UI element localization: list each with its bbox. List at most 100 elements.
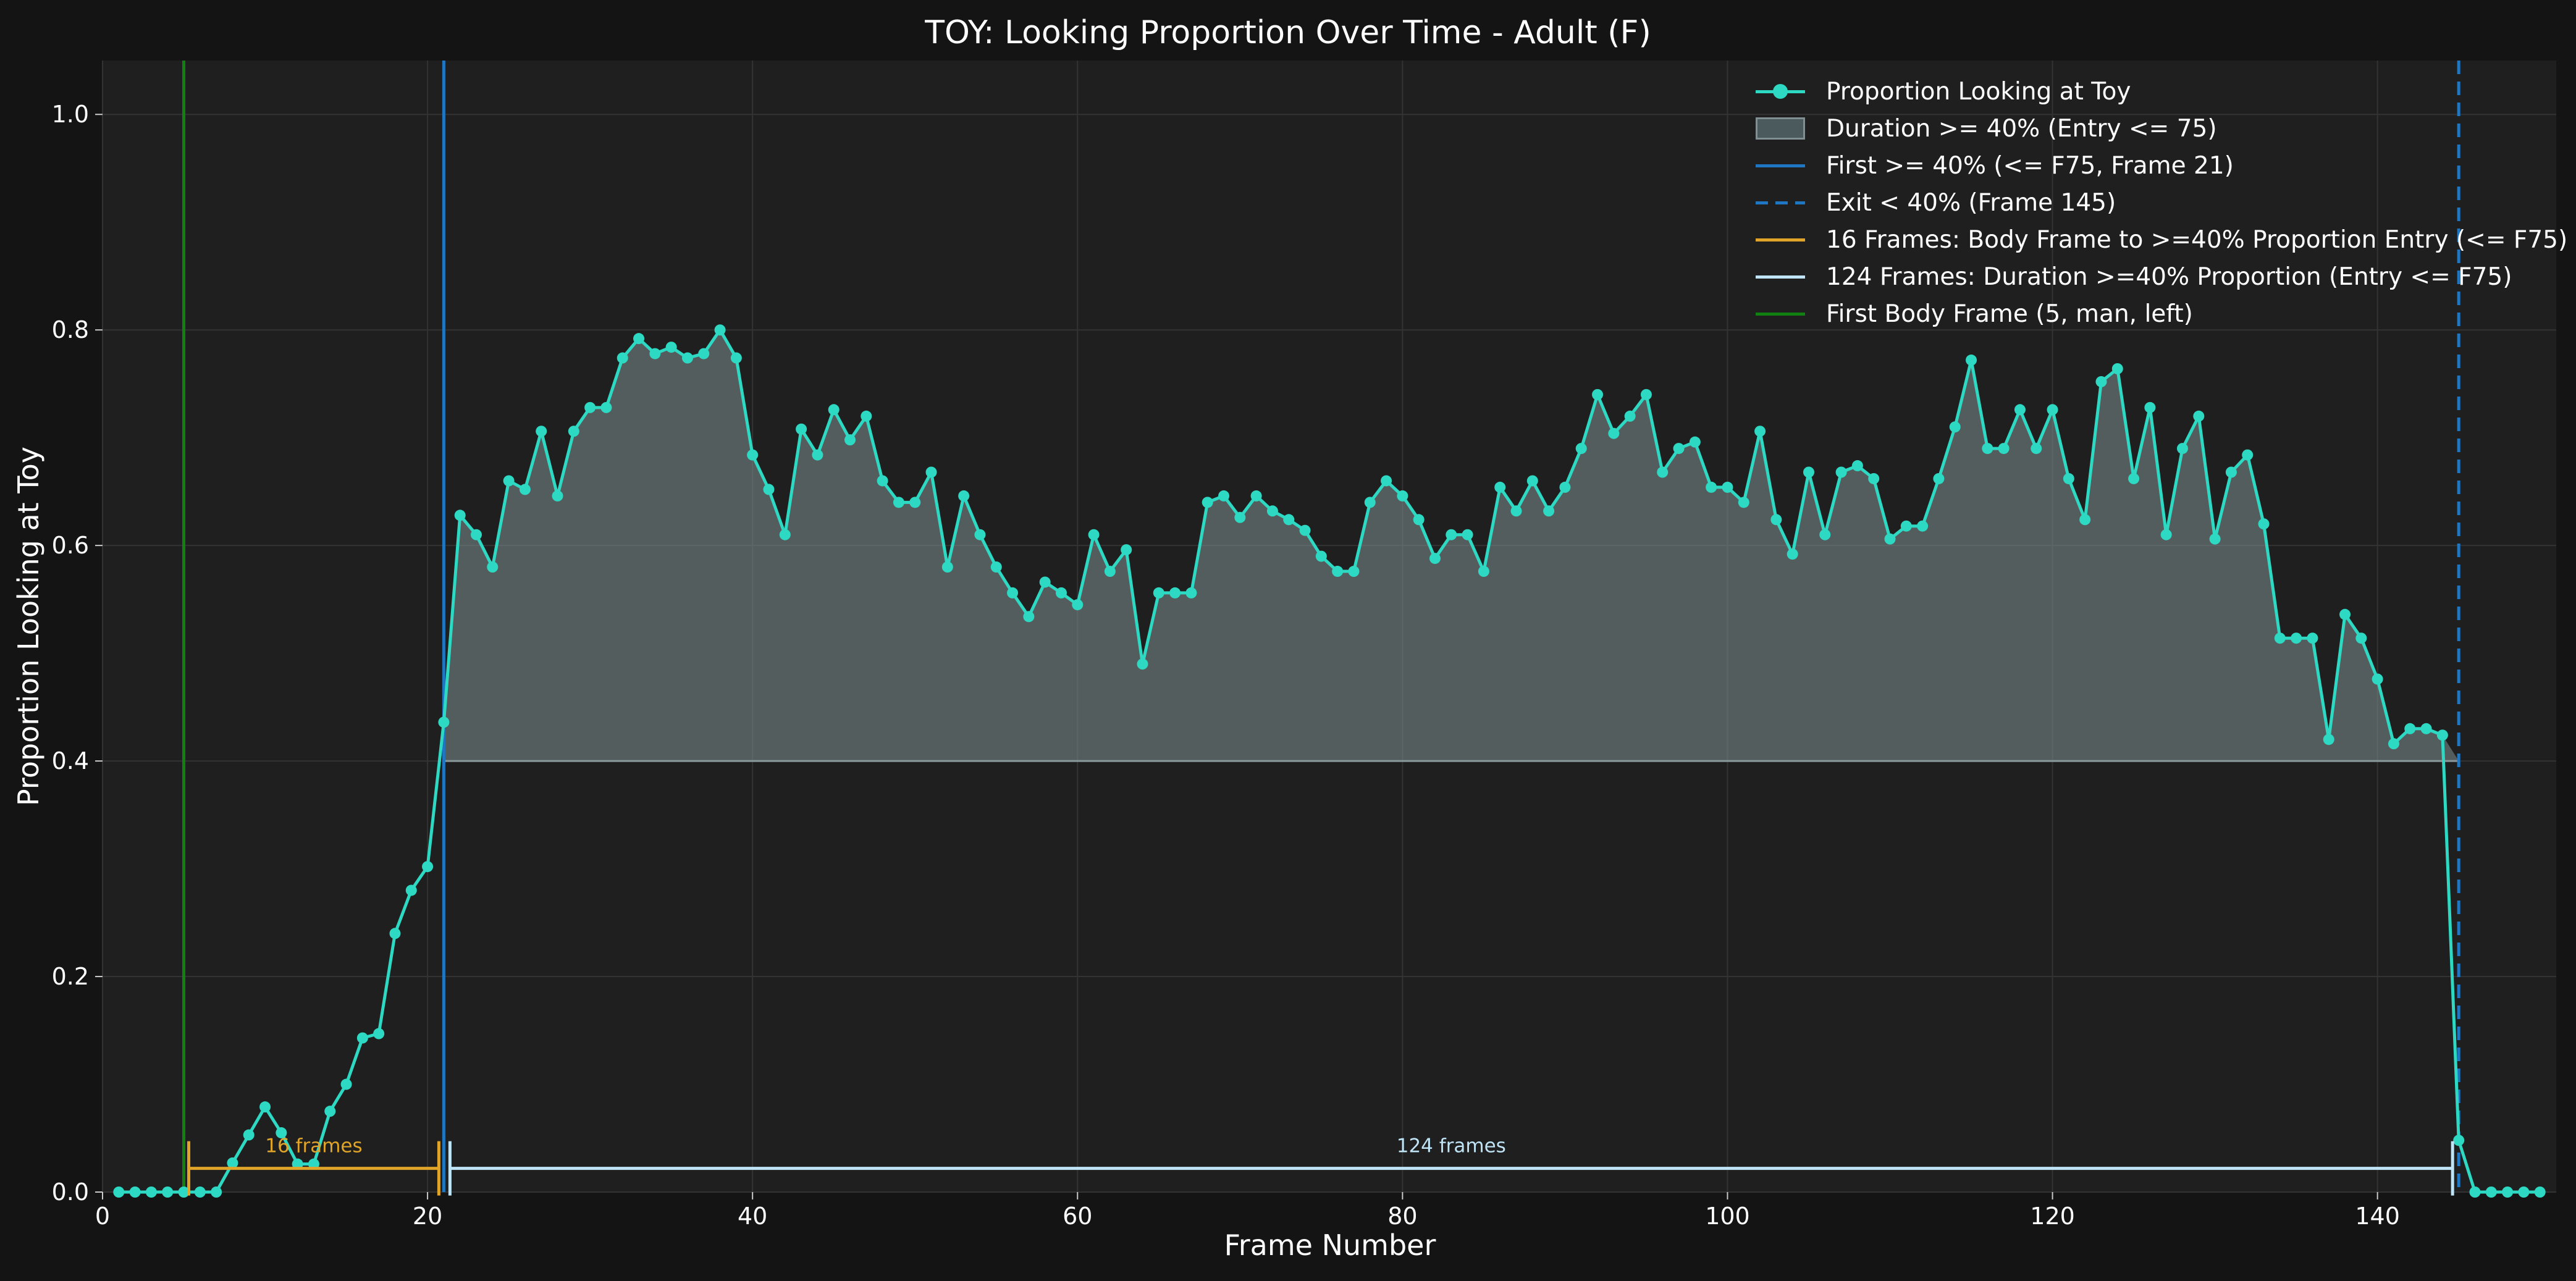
data-point bbox=[1592, 388, 1604, 400]
data-point bbox=[2388, 738, 2399, 750]
legend-item: 124 Frames: Duration >=40% Proportion (E… bbox=[1754, 258, 2551, 295]
data-point bbox=[1348, 566, 1360, 578]
y-tick-label: 0.8 bbox=[52, 316, 89, 343]
data-point bbox=[1104, 566, 1116, 578]
data-point bbox=[1137, 658, 1148, 670]
legend-swatch bbox=[1754, 190, 1806, 215]
data-point bbox=[2047, 404, 2058, 416]
data-point bbox=[2274, 632, 2286, 644]
data-point bbox=[1023, 611, 1035, 623]
data-point bbox=[2420, 723, 2432, 734]
data-point bbox=[145, 1186, 157, 1198]
legend-label: Proportion Looking at Toy bbox=[1826, 77, 2131, 106]
data-point bbox=[1754, 426, 1766, 437]
data-point bbox=[1851, 460, 1863, 472]
data-point bbox=[276, 1127, 287, 1139]
data-point bbox=[1559, 481, 1571, 493]
data-point bbox=[1933, 472, 1945, 484]
legend-swatch bbox=[1754, 227, 1806, 252]
data-point bbox=[1039, 576, 1051, 588]
data-point bbox=[1088, 529, 1100, 540]
data-point bbox=[958, 490, 970, 502]
x-tick-label: 40 bbox=[738, 1203, 767, 1230]
y-tick-label: 0.0 bbox=[52, 1178, 89, 1206]
data-point bbox=[812, 449, 823, 461]
data-point bbox=[1526, 475, 1538, 487]
data-point bbox=[1575, 443, 1587, 455]
data-point bbox=[909, 497, 921, 508]
data-point bbox=[1982, 443, 1993, 455]
chart-title: TOY: Looking Proportion Over Time - Adul… bbox=[924, 14, 1651, 51]
data-point bbox=[1835, 466, 1847, 478]
data-point bbox=[2014, 404, 2026, 416]
data-point bbox=[1429, 553, 1441, 565]
data-point bbox=[211, 1186, 222, 1198]
y-tick-label: 0.6 bbox=[52, 532, 89, 559]
data-point bbox=[665, 342, 677, 353]
data-point bbox=[2225, 466, 2237, 478]
data-point bbox=[1299, 524, 1311, 536]
axes: 0 20 40 60 80 100 120 140 0.0 0.2 0.4 0.6 0.8 1.0 bbox=[52, 101, 2400, 1230]
data-point bbox=[373, 1028, 385, 1040]
data-point bbox=[990, 561, 1002, 573]
x-tick-label: 60 bbox=[1063, 1203, 1092, 1230]
data-point bbox=[2291, 632, 2302, 644]
data-point bbox=[796, 423, 807, 435]
data-point bbox=[1266, 505, 1278, 517]
data-point bbox=[1364, 497, 1376, 508]
data-point bbox=[633, 333, 645, 345]
y-tick-label: 0.4 bbox=[52, 747, 89, 775]
data-point bbox=[2079, 514, 2091, 526]
data-point bbox=[243, 1129, 255, 1141]
data-point bbox=[1007, 587, 1019, 598]
data-point bbox=[974, 529, 986, 540]
data-point bbox=[487, 561, 499, 573]
legend-item: First >= 40% (<= F75, Frame 21) bbox=[1754, 147, 2551, 184]
legend-item: Proportion Looking at Toy bbox=[1754, 73, 2551, 110]
data-point bbox=[1072, 599, 1084, 611]
data-point bbox=[2063, 472, 2074, 484]
data-point bbox=[1966, 355, 1977, 366]
data-point bbox=[405, 884, 417, 896]
x-tick-label: 20 bbox=[413, 1203, 442, 1230]
y-axis-label: Proportion Looking at Toy bbox=[12, 447, 45, 806]
x-tick-label: 140 bbox=[2355, 1203, 2400, 1230]
data-point bbox=[2453, 1135, 2465, 1146]
data-point bbox=[681, 352, 693, 364]
data-point bbox=[763, 484, 775, 495]
data-point bbox=[1640, 388, 1652, 400]
legend: Proportion Looking at Toy Duration >= 40%… bbox=[1754, 73, 2567, 332]
data-point bbox=[1722, 481, 1733, 493]
data-point bbox=[1803, 466, 1814, 478]
data-point bbox=[129, 1186, 141, 1198]
data-point bbox=[1706, 481, 1717, 493]
data-point bbox=[844, 434, 856, 446]
data-point bbox=[1413, 514, 1425, 526]
data-point bbox=[1689, 436, 1701, 448]
data-point bbox=[1819, 529, 1831, 540]
data-point bbox=[1397, 490, 1408, 502]
data-point bbox=[178, 1186, 190, 1198]
data-point bbox=[1446, 529, 1457, 540]
data-point bbox=[2323, 734, 2334, 746]
legend-swatch bbox=[1754, 301, 1806, 326]
data-point bbox=[2436, 729, 2448, 741]
legend-label: First Body Frame (5, man, left) bbox=[1826, 300, 2193, 328]
data-point bbox=[828, 404, 840, 416]
data-point bbox=[698, 348, 710, 359]
reference-lines bbox=[182, 61, 2460, 1192]
x-tick-label: 120 bbox=[2030, 1203, 2075, 1230]
series-layer bbox=[113, 324, 2546, 1198]
x-tick-label: 80 bbox=[1387, 1203, 1417, 1230]
data-point bbox=[454, 510, 466, 521]
data-point bbox=[2160, 529, 2172, 540]
legend-label: 16 Frames: Body Frame to >=40% Proportio… bbox=[1826, 225, 2568, 254]
data-point bbox=[649, 348, 661, 359]
data-point bbox=[1202, 497, 1213, 508]
data-point bbox=[389, 928, 401, 939]
data-point bbox=[2031, 443, 2042, 455]
legend-swatch bbox=[1754, 264, 1806, 289]
data-point bbox=[1478, 566, 1489, 578]
span-label: 16 frames bbox=[265, 1135, 362, 1157]
